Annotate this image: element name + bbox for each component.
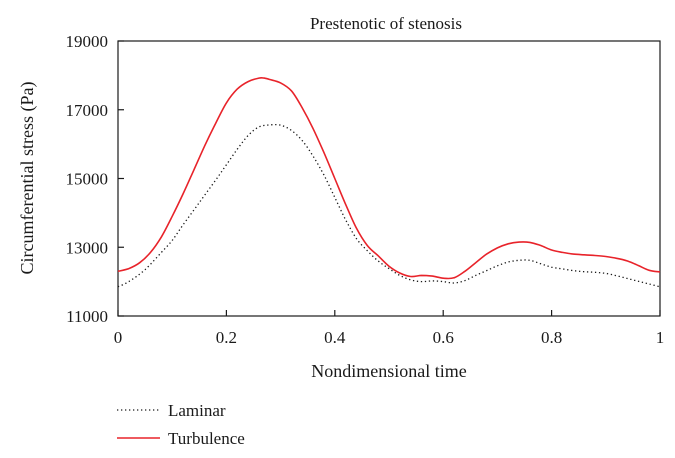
y-tick-label: 19000: [66, 32, 109, 51]
legend: Laminar Turbulence: [117, 401, 245, 448]
x-tick-label: 0: [114, 328, 123, 347]
legend-label-turbulence: Turbulence: [168, 429, 245, 448]
x-tick-label: 0.4: [324, 328, 346, 347]
y-tick-label: 11000: [66, 307, 108, 326]
x-axis-ticks: 0 0.2 0.4 0.6 0.8 1: [114, 310, 665, 347]
y-axis-ticks: 11000 13000 15000 17000 19000: [66, 32, 124, 326]
series-line-laminar: [117, 123, 661, 288]
legend-label-laminar: Laminar: [168, 401, 226, 420]
x-tick-label: 1: [656, 328, 665, 347]
x-tick-label: 0.2: [216, 328, 237, 347]
plot-frame: [117, 40, 661, 317]
y-tick-label: 17000: [66, 101, 109, 120]
y-axis-label: Circumferential stress (Pa): [17, 82, 38, 275]
y-tick-label: 13000: [66, 238, 109, 257]
series-layer: [117, 77, 661, 288]
chart-title: Prestenotic of stenosis: [310, 14, 462, 33]
plot-border: [117, 40, 661, 317]
y-tick-label: 15000: [66, 170, 109, 189]
x-tick-label: 0.6: [433, 328, 454, 347]
x-tick-label: 0.8: [541, 328, 562, 347]
x-axis-label: Nondimensional time: [311, 361, 466, 381]
series-line-turbulence: [117, 77, 661, 280]
